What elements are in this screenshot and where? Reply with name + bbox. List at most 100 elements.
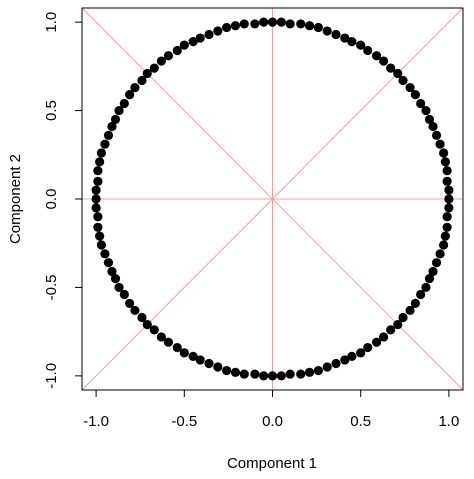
y-tick-label: 0.0 (43, 189, 60, 210)
point (431, 130, 442, 140)
point (296, 19, 306, 29)
point (424, 273, 435, 284)
point (331, 29, 341, 40)
point (379, 56, 389, 66)
point (110, 114, 121, 125)
x-tick-label: -1.0 (83, 413, 109, 430)
y-tick-label: -0.5 (43, 274, 60, 300)
point (163, 51, 174, 61)
point (410, 298, 420, 308)
point (405, 82, 415, 93)
point (267, 17, 278, 27)
point (435, 139, 445, 149)
point (438, 240, 449, 250)
point (313, 365, 323, 376)
point (442, 212, 452, 222)
point (188, 351, 198, 361)
point (428, 121, 438, 132)
point (96, 240, 107, 250)
point (435, 249, 445, 259)
point (250, 369, 260, 379)
point (195, 355, 205, 365)
point (431, 258, 442, 268)
point (322, 362, 332, 372)
point (125, 298, 135, 308)
point (93, 222, 103, 232)
point (276, 371, 286, 381)
point (137, 312, 147, 323)
point (93, 166, 103, 176)
point (347, 37, 357, 47)
point (239, 369, 249, 379)
y-tick-label: 1.0 (43, 12, 60, 33)
point (386, 325, 396, 335)
point (130, 305, 140, 316)
point (93, 212, 103, 222)
point (172, 342, 182, 353)
y-tick-label: -1.0 (43, 363, 60, 389)
point (347, 351, 357, 361)
point (442, 176, 452, 186)
point (103, 130, 114, 140)
x-tick-label: 1.0 (438, 413, 459, 430)
point (100, 249, 110, 259)
point (371, 337, 382, 347)
point (96, 148, 107, 158)
point (156, 56, 166, 66)
point (424, 114, 435, 125)
point (110, 273, 121, 284)
point (119, 289, 129, 300)
point (421, 282, 431, 293)
point (103, 258, 114, 268)
point (440, 157, 450, 167)
point (428, 266, 438, 277)
point (188, 37, 198, 47)
x-tick-label: 0.5 (350, 413, 371, 430)
point (393, 319, 403, 330)
point (363, 45, 373, 56)
point (239, 19, 249, 29)
point (93, 176, 103, 186)
point (114, 105, 124, 116)
point (363, 342, 373, 353)
point (393, 68, 403, 79)
point (107, 266, 117, 277)
point (156, 332, 166, 342)
point (398, 312, 408, 323)
point (421, 105, 431, 116)
point (416, 289, 426, 300)
point (440, 231, 450, 241)
point (91, 203, 101, 213)
point (285, 369, 295, 379)
point (356, 348, 366, 358)
point (142, 68, 152, 79)
point (163, 337, 174, 347)
point (444, 185, 454, 195)
point (222, 365, 232, 376)
point (130, 82, 140, 93)
point (313, 22, 323, 33)
point (137, 75, 147, 86)
point (222, 22, 232, 33)
x-tick-label: -0.5 (171, 413, 197, 430)
point (195, 33, 205, 43)
point (296, 369, 306, 379)
point (304, 367, 315, 377)
point (230, 21, 241, 31)
point (91, 185, 101, 195)
point (442, 166, 452, 176)
point (259, 371, 269, 381)
point (91, 194, 101, 204)
point (107, 121, 117, 132)
point (204, 29, 214, 40)
point (95, 157, 105, 167)
point (340, 355, 350, 365)
point (230, 367, 241, 377)
point (250, 19, 260, 29)
point (322, 26, 332, 36)
point (267, 371, 278, 381)
point (285, 19, 295, 29)
point (149, 63, 159, 73)
point (438, 148, 449, 158)
